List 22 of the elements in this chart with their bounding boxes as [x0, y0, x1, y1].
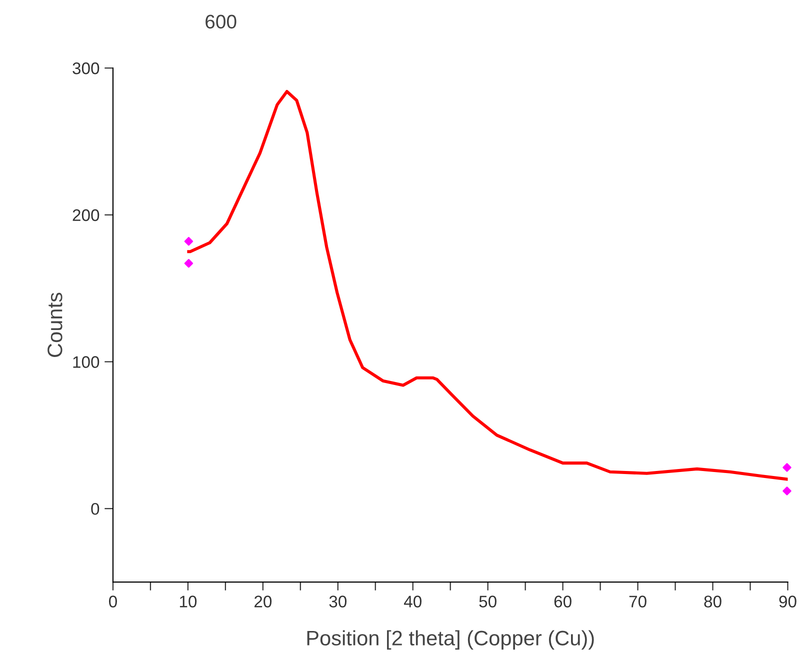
x-axis-title: Position [2 theta] (Copper (Cu)): [307, 630, 594, 650]
x-tick-label: 90: [779, 596, 796, 608]
x-tick-label: 50: [479, 596, 496, 608]
x-tick-label: 80: [704, 596, 722, 608]
x-tick-label: 40: [404, 596, 422, 608]
x-tick-label: 20: [254, 596, 272, 608]
x-tick-label: 0: [109, 596, 117, 608]
point: [184, 236, 194, 246]
point: [782, 463, 792, 472]
chart-title: 600: [206, 14, 236, 29]
y-tick-label: 0: [91, 503, 100, 515]
x-tick-label: 10: [180, 596, 197, 608]
x-tick-label: 60: [554, 596, 572, 608]
line-series: [187, 90, 788, 481]
x-tick-label: 70: [629, 596, 646, 608]
y-tick-label: 300: [72, 62, 100, 74]
y-tick-label: 100: [73, 356, 100, 368]
point: [782, 486, 792, 496]
y-axis-title: Counts: [48, 292, 62, 357]
x-tick-label: 30: [329, 596, 347, 608]
y-tick-label: 200: [72, 209, 100, 222]
point: [184, 258, 194, 268]
